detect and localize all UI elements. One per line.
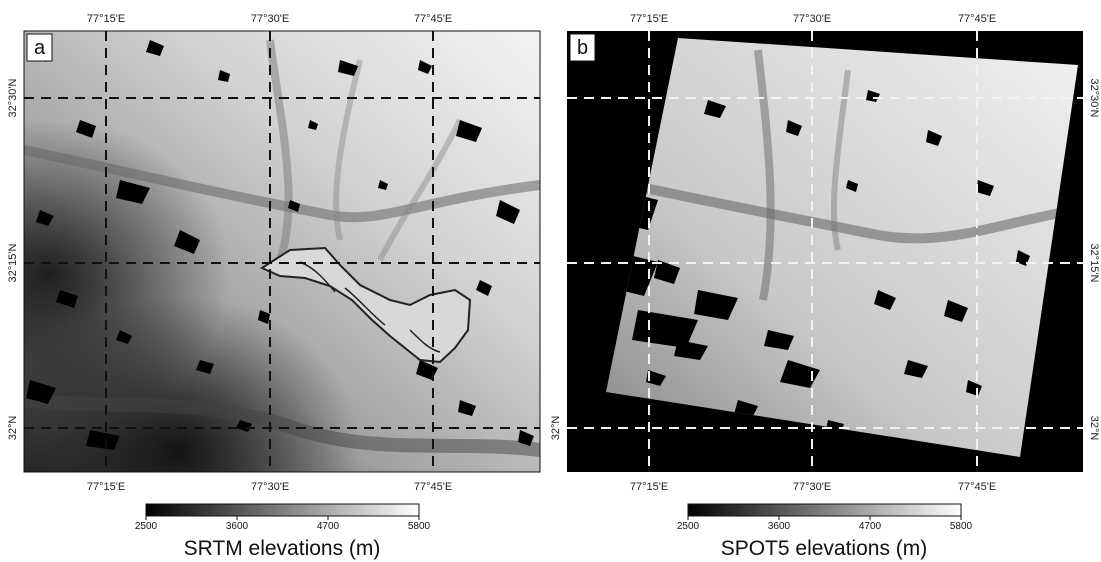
colorbar-b-title: SPOT5 elevations (m) [721,537,928,560]
colorbar-b-tick-2: 4700 [859,521,882,532]
lat-tick-a-1: 32°15'N [7,243,19,282]
elevation-raster-a [24,31,540,472]
lat-tick-a-0: 32°30'N [7,78,19,117]
panel-letter-b: b [577,37,588,59]
panel-a: a 77°15'E 77°30'E 77°45'E 77°15'E 77°30'… [0,0,548,562]
void-holes-a [26,40,534,450]
bottom-tick-b-2: 77°45'E [958,481,996,493]
colorbar-b-tick-0: 2500 [677,521,700,532]
colorbar-a-title: SRTM elevations (m) [184,537,381,560]
top-tick-b-2: 77°45'E [958,13,996,25]
colorbar-a: 2500 3600 4700 5800 SRTM elevations (m) [135,503,431,560]
panel-a-svg: a 77°15'E 77°30'E 77°45'E 77°15'E 77°30'… [7,13,541,560]
bottom-tick-a-0: 77°15'E [87,481,125,493]
colorbar-b-tick-3: 5800 [950,521,973,532]
top-tick-a-0: 77°15'E [87,13,125,25]
bottom-tick-b-0: 77°15'E [630,481,668,493]
panel-letter-box-b [569,33,596,62]
lat-tick-b-0: 32°30'N [1088,79,1100,118]
colorbar-a-tick-1: 3600 [226,521,249,532]
top-tick-b-1: 77°30'E [793,13,831,25]
bottom-tick-a-1: 77°30'E [251,481,289,493]
panel-b-svg: b 77°15'E 77°30'E 77°45'E 77°15'E 77°30'… [550,13,1100,560]
top-tick-a-1: 77°30'E [251,13,289,25]
colorbar-a-tick-2: 4700 [317,521,340,532]
graticule-b [567,31,1083,472]
lat-tick-a-2: 32°N [7,416,19,441]
panel-letter-a: a [34,37,46,59]
glacier-outline [259,246,472,364]
colorbar-b: 2500 3600 4700 5800 SPOT5 elevations (m) [677,503,973,560]
colorbar-a-tick-3: 5800 [408,521,431,532]
bottom-tick-a-2: 77°45'E [414,481,452,493]
top-tick-b-0: 77°15'E [630,13,668,25]
elevation-raster-b [606,38,1078,457]
bottom-tick-b-1: 77°30'E [793,481,831,493]
lat-tick-b-2: 32°N [1088,416,1100,441]
lat-tick-b-left-2: 32°N [550,416,562,441]
lat-tick-b-1: 32°15'N [1088,244,1100,283]
panel-letter-box-a [26,33,53,62]
top-tick-a-2: 77°45'E [414,13,452,25]
panel-b: b 77°15'E 77°30'E 77°45'E 77°15'E 77°30'… [548,0,1101,562]
graticule-a [24,31,540,472]
colorbar-a-tick-0: 2500 [135,521,158,532]
colorbar-b-tick-1: 3600 [768,521,791,532]
